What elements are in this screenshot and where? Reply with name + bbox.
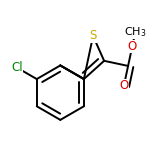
Text: O: O: [119, 79, 128, 92]
Text: S: S: [89, 29, 97, 42]
Text: CH$_3$: CH$_3$: [124, 25, 147, 39]
Text: O: O: [128, 40, 137, 53]
Text: Cl: Cl: [11, 61, 22, 74]
